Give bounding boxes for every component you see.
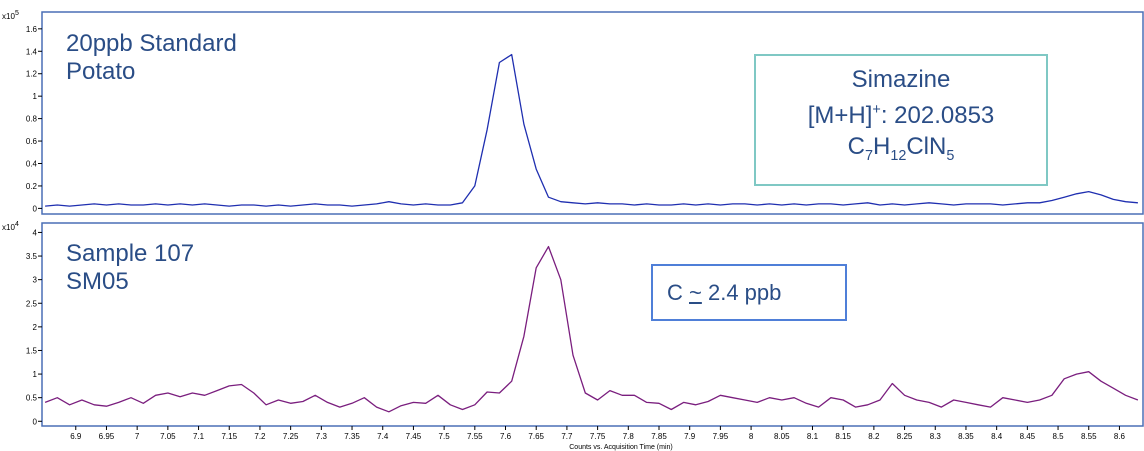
x-tick-label: 8.55 [1081, 432, 1097, 441]
x-tick-label: 6.9 [70, 432, 82, 441]
bottom-y-tick-label: 1.5 [26, 346, 38, 355]
compound-name: Simazine [851, 66, 951, 93]
concentration-box: C ~ 2.4 ppb [651, 264, 847, 321]
x-tick-label: 7.55 [467, 432, 483, 441]
x-tick-label: 8.1 [807, 432, 819, 441]
x-tick-label: 8.3 [930, 432, 942, 441]
bottom-panel-label: Sample 107 SM05 [66, 240, 194, 296]
top-label-line1: 20ppb Standard [66, 30, 237, 57]
top-chromatogram-line [45, 53, 1138, 207]
bottom-chromatogram-line [44, 245, 1139, 413]
x-tick-label: 7.85 [651, 432, 667, 441]
top-plot-frame [41, 11, 1144, 215]
bottom-y-tick-label: 4 [33, 228, 38, 237]
x-tick-label: 7.3 [316, 432, 328, 441]
top-label-line2: Potato [66, 58, 136, 85]
x-tick-label: 7.9 [684, 432, 696, 441]
bottom-y-tick-label: 2 [33, 323, 38, 332]
compound-info-box: Simazine [M+H]+: 202.0853 C7H12ClN5 [754, 54, 1048, 186]
bottom-y-tick-label: 3.5 [26, 252, 38, 261]
compound-mass: [M+H]+: 202.0853 [807, 102, 995, 129]
x-axis-label: Counts vs. Acquisition Time (min) [569, 444, 672, 451]
top-y-tick-label: 0.6 [26, 137, 38, 146]
x-tick-label: 8.5 [1052, 432, 1064, 441]
x-tick-label: 7 [135, 432, 140, 441]
x-tick-label: 7.4 [377, 432, 389, 441]
bottom-y-scale-exponent: 4 [15, 221, 19, 228]
top-y-tick-label: 1.2 [26, 70, 38, 79]
x-tick-label: 8.4 [991, 432, 1003, 441]
x-tick-label: 8.2 [868, 432, 880, 441]
top-y-tick-label: 0.2 [26, 182, 38, 191]
x-tick-label: 8 [749, 432, 754, 441]
top-y-tick-label: 1.6 [26, 25, 38, 34]
x-tick-label: 7.45 [406, 432, 422, 441]
bottom-y-tick-label: 2.5 [26, 299, 38, 308]
x-tick-label: 7.1 [193, 432, 205, 441]
x-tick-label: 7.25 [283, 432, 299, 441]
x-tick-label: 8.45 [1020, 432, 1036, 441]
x-tick-label: 7.65 [528, 432, 544, 441]
x-tick-label: 7.95 [713, 432, 729, 441]
top-y-scale-label: x10 [2, 12, 15, 21]
bottom-label-line2: SM05 [66, 268, 129, 295]
x-tick-label: 7.7 [561, 432, 573, 441]
top-y-tick-label: 0.4 [26, 160, 38, 169]
x-tick-label: 7.8 [623, 432, 635, 441]
x-tick-label: 8.15 [835, 432, 851, 441]
x-tick-label: 6.95 [99, 432, 115, 441]
top-y-tick-label: 1.4 [26, 47, 38, 56]
bottom-y-scale-label: x10 [2, 223, 15, 232]
top-y-tick-label: 0.8 [26, 115, 38, 124]
bottom-label-line1: Sample 107 [66, 240, 195, 267]
x-tick-label: 7.15 [221, 432, 237, 441]
compound-formula: C7H12ClN5 [847, 133, 955, 164]
x-tick-label: 7.35 [344, 432, 360, 441]
top-y-tick-label: 1 [33, 92, 38, 101]
x-tick-label: 8.25 [897, 432, 913, 441]
x-tick-label: 7.75 [590, 432, 606, 441]
x-tick-label: 7.05 [160, 432, 176, 441]
x-tick-label: 8.05 [774, 432, 790, 441]
bottom-y-tick-label: 0.5 [26, 394, 38, 403]
bottom-y-tick-label: 3 [33, 276, 38, 285]
x-tick-label: 8.6 [1114, 432, 1126, 441]
top-panel-label: 20ppb Standard Potato [66, 30, 237, 86]
x-tick-label: 8.35 [958, 432, 974, 441]
bottom-plot-frame [41, 222, 1144, 427]
top-y-tick-label: 0 [33, 204, 38, 213]
top-y-scale-exponent: 5 [15, 10, 19, 17]
bottom-y-tick-label: 1 [33, 370, 38, 379]
x-tick-label: 7.6 [500, 432, 512, 441]
x-tick-label: 7.2 [254, 432, 266, 441]
bottom-y-tick-label: 0 [33, 417, 38, 426]
x-tick-label: 7.5 [439, 432, 451, 441]
